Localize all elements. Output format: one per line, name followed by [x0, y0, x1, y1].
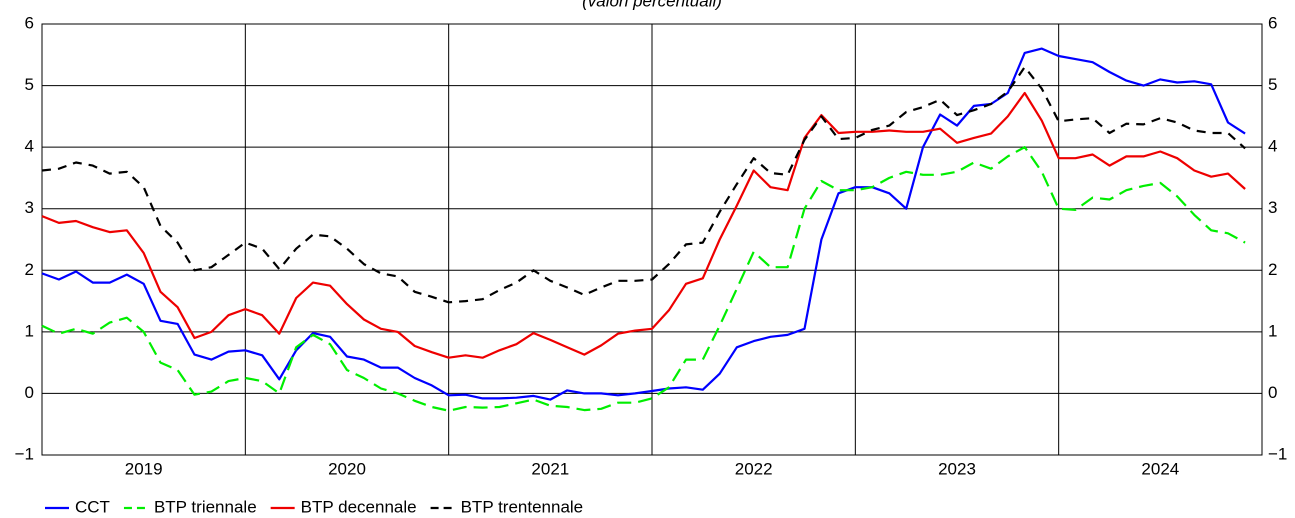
x-tick-label: 2024: [1141, 459, 1179, 478]
legend-label: BTP triennale: [154, 497, 257, 516]
y-tick-label: 3: [25, 198, 34, 217]
y2-tick-label: 2: [1268, 260, 1277, 279]
y-tick-label: 6: [25, 13, 34, 32]
series-line: [41, 47, 1246, 401]
y2-tick-label: 3: [1268, 198, 1277, 217]
series-line: [41, 146, 1246, 412]
x-tick-label: 2020: [328, 459, 366, 478]
y2-tick-label: 6: [1268, 13, 1277, 32]
y2-tick-label: 0: [1268, 383, 1277, 402]
x-tick-label: 2022: [735, 459, 773, 478]
x-tick-label: 2021: [531, 459, 569, 478]
series-line: [41, 91, 1246, 359]
y-tick-label: 5: [25, 75, 34, 94]
y-tick-label: 2: [25, 260, 34, 279]
y-tick-label: 0: [25, 383, 34, 402]
y2-tick-label: −1: [1268, 444, 1287, 463]
y2-tick-label: 1: [1268, 321, 1277, 340]
legend-label: CCT: [75, 497, 110, 516]
series-line: [41, 66, 1246, 304]
plot-frame: [41, 23, 1263, 456]
legend-label: BTP trentennale: [461, 497, 584, 516]
y-tick-label: −1: [15, 444, 34, 463]
legend-label: BTP decennale: [301, 497, 417, 516]
chart-subtitle: (valori percentuali): [582, 0, 722, 10]
y2-tick-label: 5: [1268, 75, 1277, 94]
y-tick-label: 4: [25, 137, 34, 156]
y-tick-label: 1: [25, 321, 34, 340]
y2-tick-label: 4: [1268, 137, 1277, 156]
x-tick-label: 2019: [125, 459, 163, 478]
x-tick-label: 2023: [938, 459, 976, 478]
